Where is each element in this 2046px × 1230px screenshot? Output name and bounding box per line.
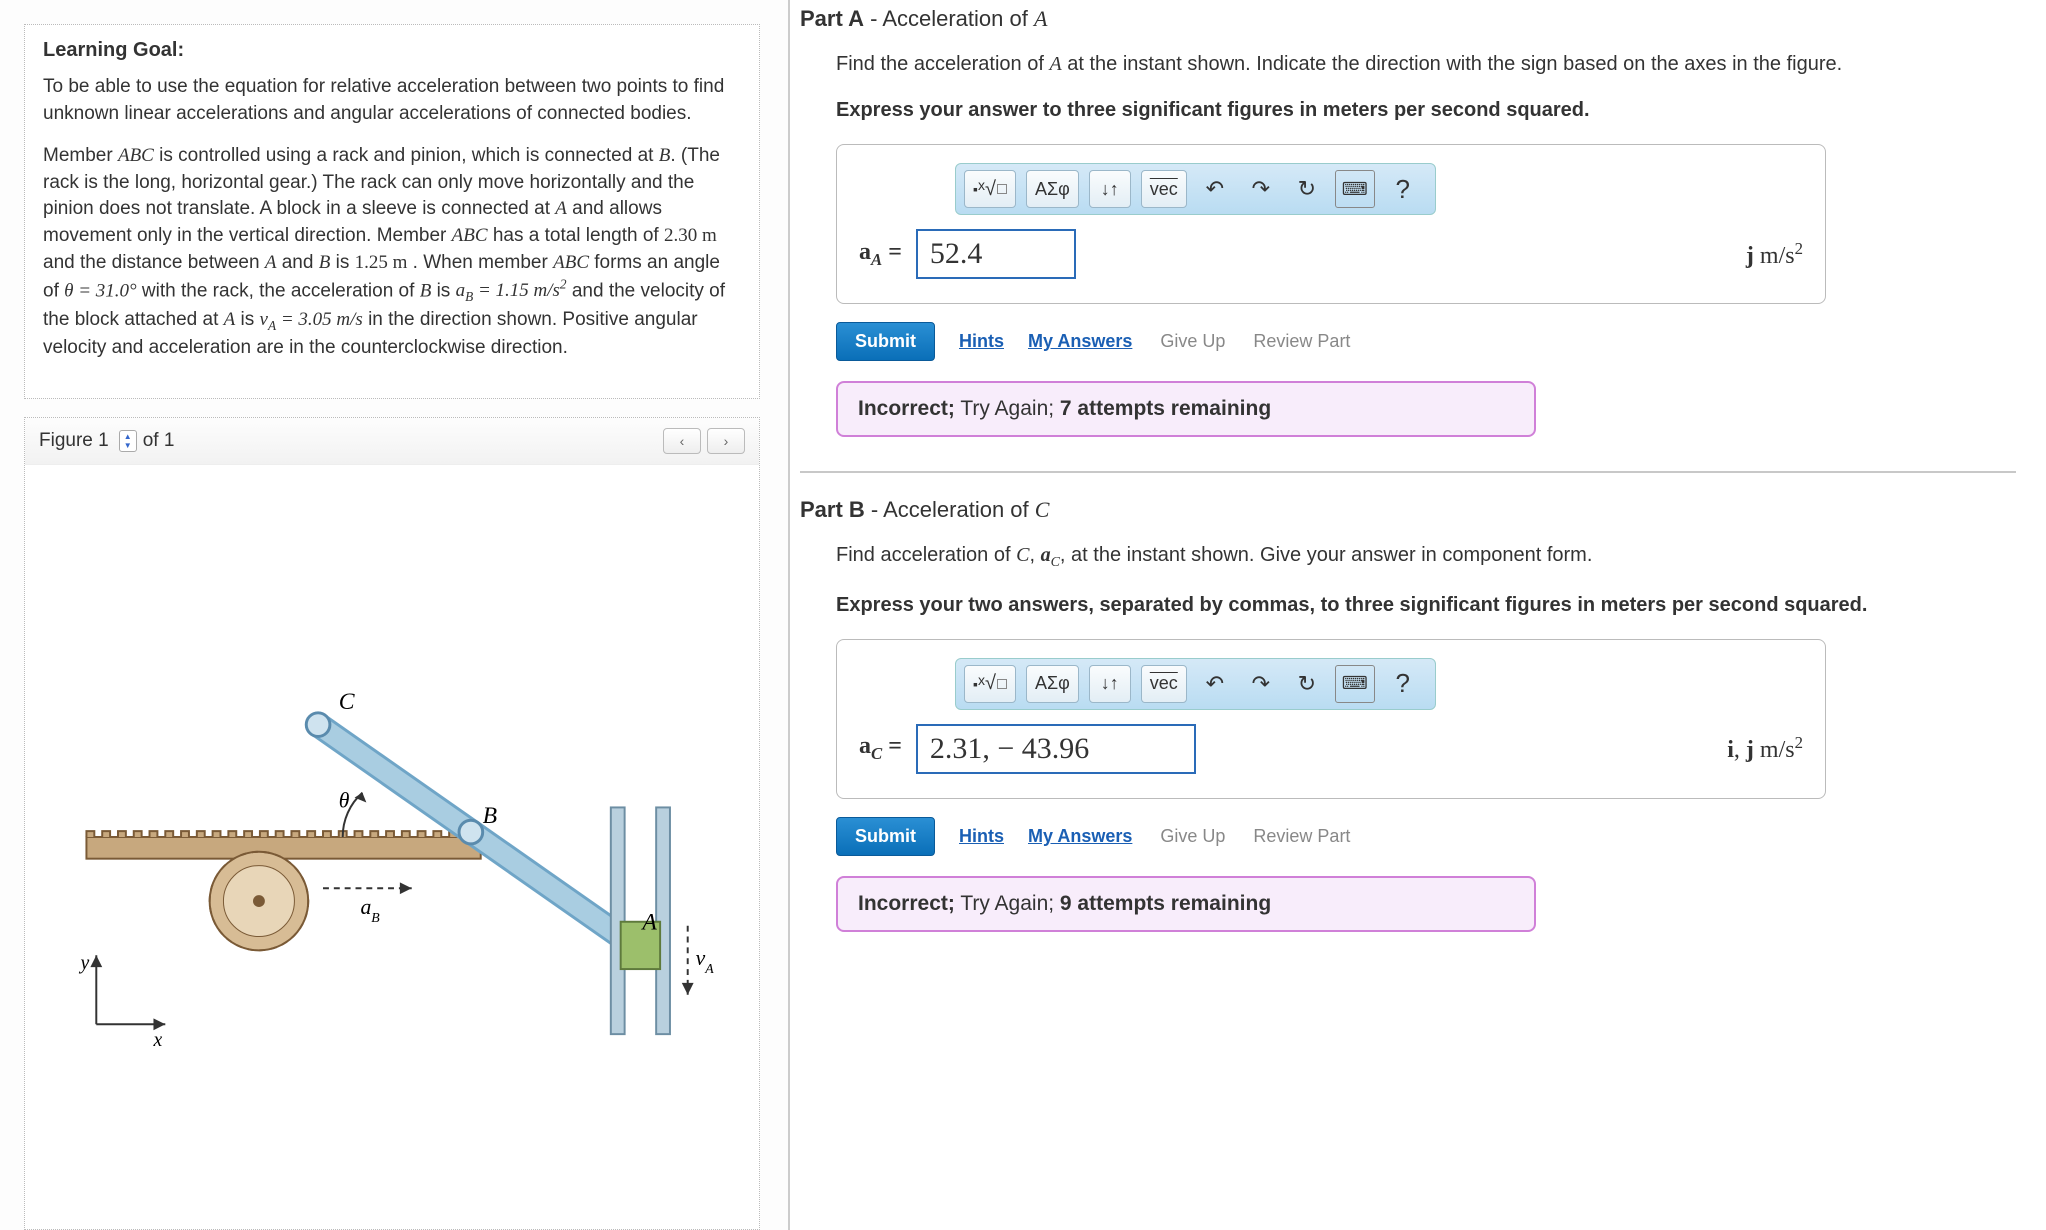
redo-button[interactable]: ↷ (1243, 170, 1279, 208)
part-a-feedback: Incorrect; Try Again; 7 attempts remaini… (836, 381, 1536, 437)
part-b-submit-button[interactable]: Submit (836, 817, 935, 856)
part-b-express: Express your two answers, separated by c… (836, 591, 2016, 619)
svg-text:C: C (339, 689, 355, 715)
figure-box: Figure 1 ▲▼ of 1 ‹ › (24, 417, 760, 1230)
undo-button[interactable]: ↶ (1197, 170, 1233, 208)
part-a-answer-row: aA = 52.4 j m/s2 (859, 229, 1803, 279)
part-a-submit-button[interactable]: Submit (836, 322, 935, 361)
part-b-submit-row: Submit Hints My Answers Give Up Review P… (836, 817, 2016, 856)
part-b-feedback: Incorrect; Try Again; 9 attempts remaini… (836, 876, 1536, 932)
part-a-title: Part A - Acceleration of A (800, 6, 2016, 32)
help-button[interactable]: ? (1385, 170, 1421, 208)
figure-label: Figure 1 (39, 430, 109, 452)
svg-text:θ: θ (339, 789, 350, 813)
subscript-button[interactable]: ↓↑ (1089, 170, 1131, 208)
reset-button[interactable]: ↻ (1289, 170, 1325, 208)
part-b-review-link[interactable]: Review Part (1253, 826, 1350, 847)
figure-body: θ aB vA C B A (25, 465, 759, 1229)
part-a-express: Express your answer to three significant… (836, 96, 2016, 124)
part-a-answer-block: ▪x√ ΑΣφ ↓↑ vec ↶ ↷ ↻ ⌨ ? aA = 52.4 j m/s… (836, 144, 1826, 304)
part-b-var-label: aC = (859, 733, 902, 764)
greek-button-b[interactable]: ΑΣφ (1026, 665, 1079, 703)
vec-button-b[interactable]: vec (1141, 665, 1187, 703)
right-panel: Part A - Acceleration of A Find the acce… (790, 0, 2046, 1230)
part-divider (800, 471, 2016, 473)
part-b-answer-input[interactable]: 2.31, − 43.96 (916, 724, 1196, 774)
svg-text:y: y (79, 952, 90, 974)
left-panel: Learning Goal: To be able to use the equ… (0, 0, 790, 1230)
greek-button[interactable]: ΑΣφ (1026, 170, 1079, 208)
figure-header: Figure 1 ▲▼ of 1 ‹ › (25, 418, 759, 465)
template-button-b[interactable]: ▪x√ (964, 665, 1016, 703)
part-b-instruction: Find acceleration of C, aC, at the insta… (836, 541, 2016, 573)
keyboard-button[interactable]: ⌨ (1335, 170, 1375, 208)
svg-text:vA: vA (696, 946, 715, 976)
part-a-answer-input[interactable]: 52.4 (916, 229, 1076, 279)
undo-button-b[interactable]: ↶ (1197, 665, 1233, 703)
part-a-review-link[interactable]: Review Part (1253, 331, 1350, 352)
learning-goal-para2: Member ABC is controlled using a rack an… (43, 143, 741, 362)
part-b-title: Part B - Acceleration of C (800, 497, 2016, 523)
part-b-unit: i, j m/s2 (1727, 733, 1803, 764)
learning-goal-heading: Learning Goal: (43, 39, 741, 62)
part-a-hints-link[interactable]: Hints (959, 331, 1004, 352)
part-b-answer-row: aC = 2.31, − 43.96 i, j m/s2 (859, 724, 1803, 774)
template-button[interactable]: ▪x√ (964, 170, 1016, 208)
part-a-giveup-link[interactable]: Give Up (1160, 331, 1225, 352)
part-b-myanswers-link[interactable]: My Answers (1028, 826, 1132, 847)
part-a-submit-row: Submit Hints My Answers Give Up Review P… (836, 322, 2016, 361)
reset-button-b[interactable]: ↻ (1289, 665, 1325, 703)
part-b-answer-block: ▪x√ ΑΣφ ↓↑ vec ↶ ↷ ↻ ⌨ ? aC = 2.31, − 43… (836, 639, 1826, 799)
part-a-var-label: aA = (859, 239, 902, 270)
help-button-b[interactable]: ? (1385, 665, 1421, 703)
subscript-button-b[interactable]: ↓↑ (1089, 665, 1131, 703)
part-a-unit: j m/s2 (1746, 239, 1803, 270)
part-a-myanswers-link[interactable]: My Answers (1028, 331, 1132, 352)
figure-prev-button[interactable]: ‹ (663, 428, 701, 454)
vec-button[interactable]: vec (1141, 170, 1187, 208)
figure-spinner[interactable]: ▲▼ (119, 430, 137, 452)
svg-text:B: B (483, 803, 497, 829)
equation-toolbar-b: ▪x√ ΑΣφ ↓↑ vec ↶ ↷ ↻ ⌨ ? (955, 658, 1436, 710)
part-b-giveup-link[interactable]: Give Up (1160, 826, 1225, 847)
svg-text:A: A (640, 910, 657, 936)
equation-toolbar-a: ▪x√ ΑΣφ ↓↑ vec ↶ ↷ ↻ ⌨ ? (955, 163, 1436, 215)
part-a-instruction: Find the acceleration of A at the instan… (836, 50, 2016, 78)
keyboard-button-b[interactable]: ⌨ (1335, 665, 1375, 703)
mechanism-diagram: θ aB vA C B A (47, 630, 737, 1064)
learning-goal-para1: To be able to use the equation for relat… (43, 74, 741, 127)
learning-goal-box: Learning Goal: To be able to use the equ… (24, 24, 760, 399)
part-b-hints-link[interactable]: Hints (959, 826, 1004, 847)
redo-button-b[interactable]: ↷ (1243, 665, 1279, 703)
svg-text:aB: aB (360, 895, 380, 925)
figure-of: of 1 (143, 430, 175, 452)
figure-next-button[interactable]: › (707, 428, 745, 454)
svg-text:x: x (152, 1029, 162, 1051)
